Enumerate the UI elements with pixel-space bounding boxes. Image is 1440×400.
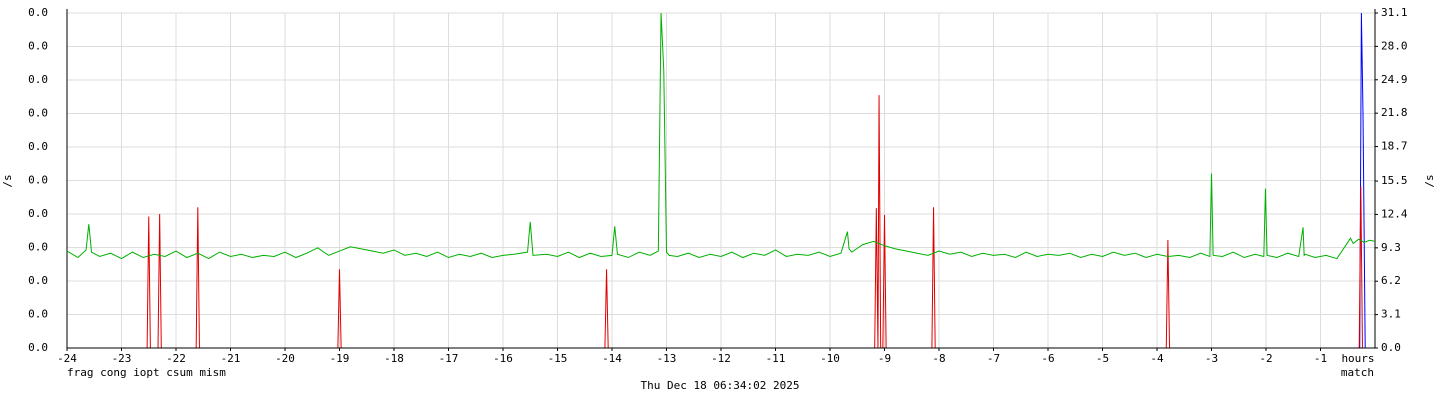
y-axis-label: /s xyxy=(1,174,14,187)
y-tick-label: 0.0 xyxy=(28,73,48,86)
y2-tick-label: 6.2 xyxy=(1381,274,1401,287)
x-tick-label: -14 xyxy=(602,352,622,365)
x-tick-label: -19 xyxy=(330,352,350,365)
x-tick-label: -22 xyxy=(166,352,186,365)
x-axis-label: hours xyxy=(1341,352,1374,365)
x-tick-label: -17 xyxy=(439,352,459,365)
y-tick-label: 0.0 xyxy=(28,6,48,19)
y-tick-label: 0.0 xyxy=(28,140,48,153)
timestamp: Thu Dec 18 06:34:02 2025 xyxy=(641,379,800,392)
legend-entry: mism xyxy=(199,366,226,379)
x-tick-label: -23 xyxy=(112,352,132,365)
y2-tick-label: 18.7 xyxy=(1381,140,1408,153)
y-tick-label: 0.0 xyxy=(28,241,48,254)
y2-tick-label: 3.1 xyxy=(1381,308,1401,321)
y2-tick-label: 28.0 xyxy=(1381,39,1408,52)
y-tick-label: 0.0 xyxy=(28,341,48,354)
x-tick-label: -10 xyxy=(820,352,840,365)
y2-tick-label: 24.9 xyxy=(1381,73,1408,86)
x-tick-label: -4 xyxy=(1150,352,1164,365)
x-tick-label: -21 xyxy=(221,352,241,365)
x-tick-label: -16 xyxy=(493,352,513,365)
x-tick-label: -9 xyxy=(878,352,891,365)
y2-tick-label: 21.8 xyxy=(1381,106,1408,119)
x-tick-label: -3 xyxy=(1205,352,1218,365)
y2-tick-label: 31.1 xyxy=(1381,6,1408,19)
legend-entry: iopt xyxy=(133,366,160,379)
series-line xyxy=(66,12,1376,260)
legend-entry: csum xyxy=(166,366,193,379)
y-tick-label: 0.0 xyxy=(28,274,48,287)
legend-entry: cong xyxy=(100,366,127,379)
x-tick-label: -7 xyxy=(987,352,1000,365)
y2-tick-label: 15.5 xyxy=(1381,174,1408,187)
y-tick-label: 0.0 xyxy=(28,107,48,120)
x-tick-label: -24 xyxy=(57,352,77,365)
x-tick-label: -2 xyxy=(1259,352,1272,365)
legend-entry: frag xyxy=(67,366,94,379)
y-tick-label: 0.0 xyxy=(28,207,48,220)
x-tick-label: -5 xyxy=(1096,352,1109,365)
y2-axis-label: /s xyxy=(1423,174,1436,187)
y2-tick-label: 0.0 xyxy=(1381,341,1401,354)
x-tick-label: -11 xyxy=(766,352,786,365)
y2-tick-label: 12.4 xyxy=(1381,207,1408,220)
series-line xyxy=(67,95,1375,349)
legend-entry: match xyxy=(1341,366,1374,379)
x-tick-label: -15 xyxy=(548,352,568,365)
x-tick-label: -1 xyxy=(1314,352,1327,365)
x-tick-label: -18 xyxy=(384,352,404,365)
y2-tick-label: 9.3 xyxy=(1381,241,1401,254)
x-tick-label: -8 xyxy=(932,352,945,365)
y-tick-label: 0.0 xyxy=(28,308,48,321)
y-tick-label: 0.0 xyxy=(28,40,48,53)
y-tick-label: 0.0 xyxy=(28,174,48,187)
x-tick-label: -6 xyxy=(1041,352,1054,365)
x-tick-label: -13 xyxy=(657,352,677,365)
x-tick-label: -12 xyxy=(711,352,731,365)
x-tick-label: -20 xyxy=(275,352,295,365)
